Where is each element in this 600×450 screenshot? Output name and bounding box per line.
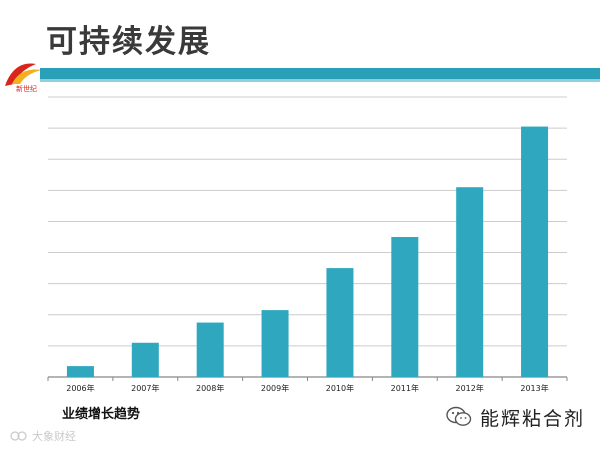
title-banner [40,68,600,82]
x-tick-label: 2010年 [326,383,354,393]
x-tick-label: 2011年 [391,383,419,393]
bar [196,322,224,377]
wechat-account: 能辉粘合剂 [446,404,585,430]
watermark-text: 大象财经 [32,430,76,443]
bar [456,187,484,377]
x-tick-label: 2008年 [196,383,224,393]
x-tick-label: 2013年 [520,383,548,393]
x-tick-label: 2007年 [131,383,159,393]
bar [521,126,549,377]
chart-caption: 业绩增长趋势 [62,407,141,422]
watermark: 大象财经 [10,428,76,444]
watermark-logo-icon [10,431,27,441]
x-tick-label: 2006年 [66,383,94,393]
x-tick-label: 2009年 [261,383,289,393]
bar [261,310,289,377]
logo-swoosh-red [5,63,36,86]
bar [131,342,159,377]
slide-title: 可持续发展 [46,24,211,60]
wechat-icon [446,406,472,426]
bar [326,268,354,377]
logo-text: 新世纪 [16,84,37,93]
logo-swoosh-gold [12,69,42,84]
bar [391,237,419,377]
banner-strip [40,68,600,79]
bar [66,366,94,377]
banner-strip-light [40,79,600,82]
wechat-account-name: 能辉粘合剂 [480,407,586,430]
company-logo: 新世纪 [5,63,42,93]
x-tick-label: 2012年 [456,383,484,393]
